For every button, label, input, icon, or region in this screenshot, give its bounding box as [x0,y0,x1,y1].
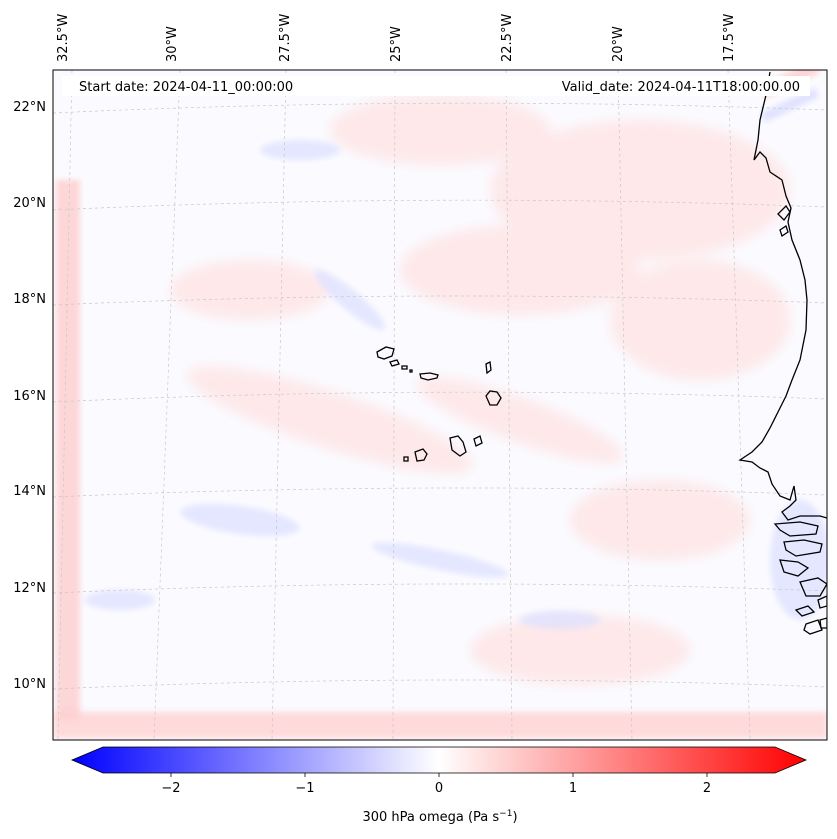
colorbar-tick-0: 0 [435,781,443,796]
valid-date-label: Valid_date: 2024-04-11T18:00:00.00 [562,80,800,95]
african-coastline [738,71,827,635]
colorbar-tick-minus-1: −1 [295,781,314,796]
colorbar-tick-2: 2 [703,781,711,796]
lat-label-22n: 22°N [13,100,46,115]
colorbar-ticks [170,773,708,777]
colorbar-tick-minus-2: −2 [161,781,180,796]
lat-label-16n: 16°N [13,389,46,404]
lon-label-25w: 25°W [389,26,404,62]
graticule [53,70,827,740]
lat-label-14n: 14°N [13,484,46,499]
lat-label-12n: 12°N [13,581,46,596]
colorbar-label: 300 hPa omega (Pa s−1) [362,809,517,825]
lat-label-10n: 10°N [13,677,46,692]
start-date-label: Start date: 2024-04-11_00:00:00 [79,80,293,95]
lon-label-22-5w: 22.5°W [500,14,515,62]
map-border [52,69,828,741]
longitude-labels: 32.5°W 30°W 27.5°W 25°W 22.5°W 20°W 17.5… [56,14,737,62]
cape-verde-islands [376,346,502,462]
omega-field [53,70,827,740]
header-box [62,76,810,96]
lat-label-18n: 18°N [13,292,46,307]
lon-label-32-5w: 32.5°W [56,14,71,62]
colorbar-tick-1: 1 [569,781,577,796]
lat-label-20n: 20°N [13,196,46,211]
colorbar: −2 −1 0 1 2 300 hPa omega (Pa s−1) [70,746,808,825]
colorbar-body [70,746,808,774]
lon-label-27-5w: 27.5°W [278,14,293,62]
lon-label-17-5w: 17.5°W [722,14,737,62]
lon-label-30w: 30°W [165,26,180,62]
map-panel: Start date: 2024-04-11_00:00:00 Valid_da… [52,69,828,741]
lon-label-20w: 20°W [611,26,626,62]
latitude-labels: 22°N 20°N 18°N 16°N 14°N 12°N 10°N [13,100,46,692]
